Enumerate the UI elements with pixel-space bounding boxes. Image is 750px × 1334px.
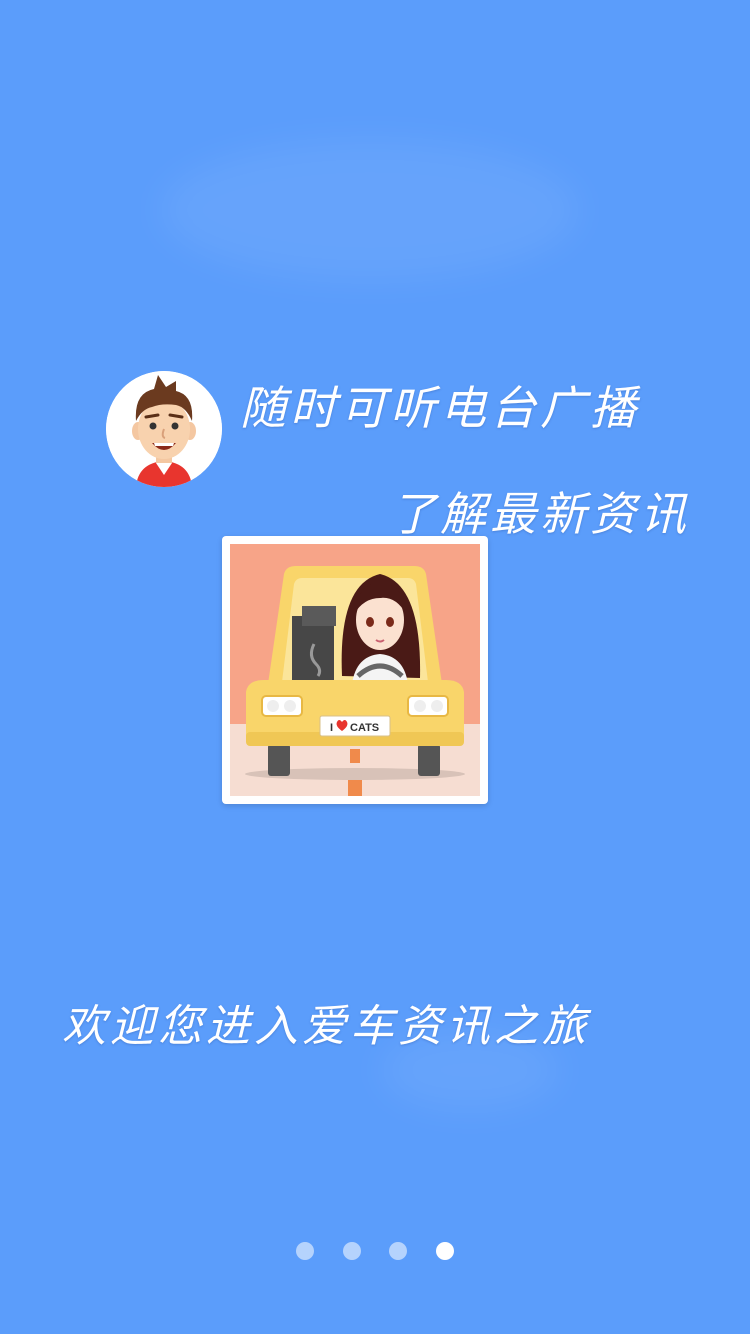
background-cloud xyxy=(160,140,580,280)
page-dot-3[interactable] xyxy=(389,1242,407,1260)
illustration-card: I CATS xyxy=(222,536,488,804)
plate-prefix: I xyxy=(330,722,333,734)
page-dot-4-active[interactable] xyxy=(436,1242,454,1260)
plate-text: CATS xyxy=(350,722,379,734)
page-indicator xyxy=(0,1240,750,1262)
page-dot-1[interactable] xyxy=(296,1242,314,1260)
heart-icon xyxy=(336,720,348,731)
welcome-text: 欢迎您进入爱车资讯之旅 xyxy=(62,1001,590,1052)
boy-avatar xyxy=(106,371,222,487)
boy-avatar-icon xyxy=(106,371,222,487)
intro-line-news: 了解最新资讯 xyxy=(390,487,690,541)
girl-driving-car-illustration: I CATS xyxy=(230,544,480,796)
intro-line-radio: 随时可听电台广播 xyxy=(240,381,640,435)
background-cloud xyxy=(380,1030,560,1110)
page-dot-2[interactable] xyxy=(343,1242,361,1260)
